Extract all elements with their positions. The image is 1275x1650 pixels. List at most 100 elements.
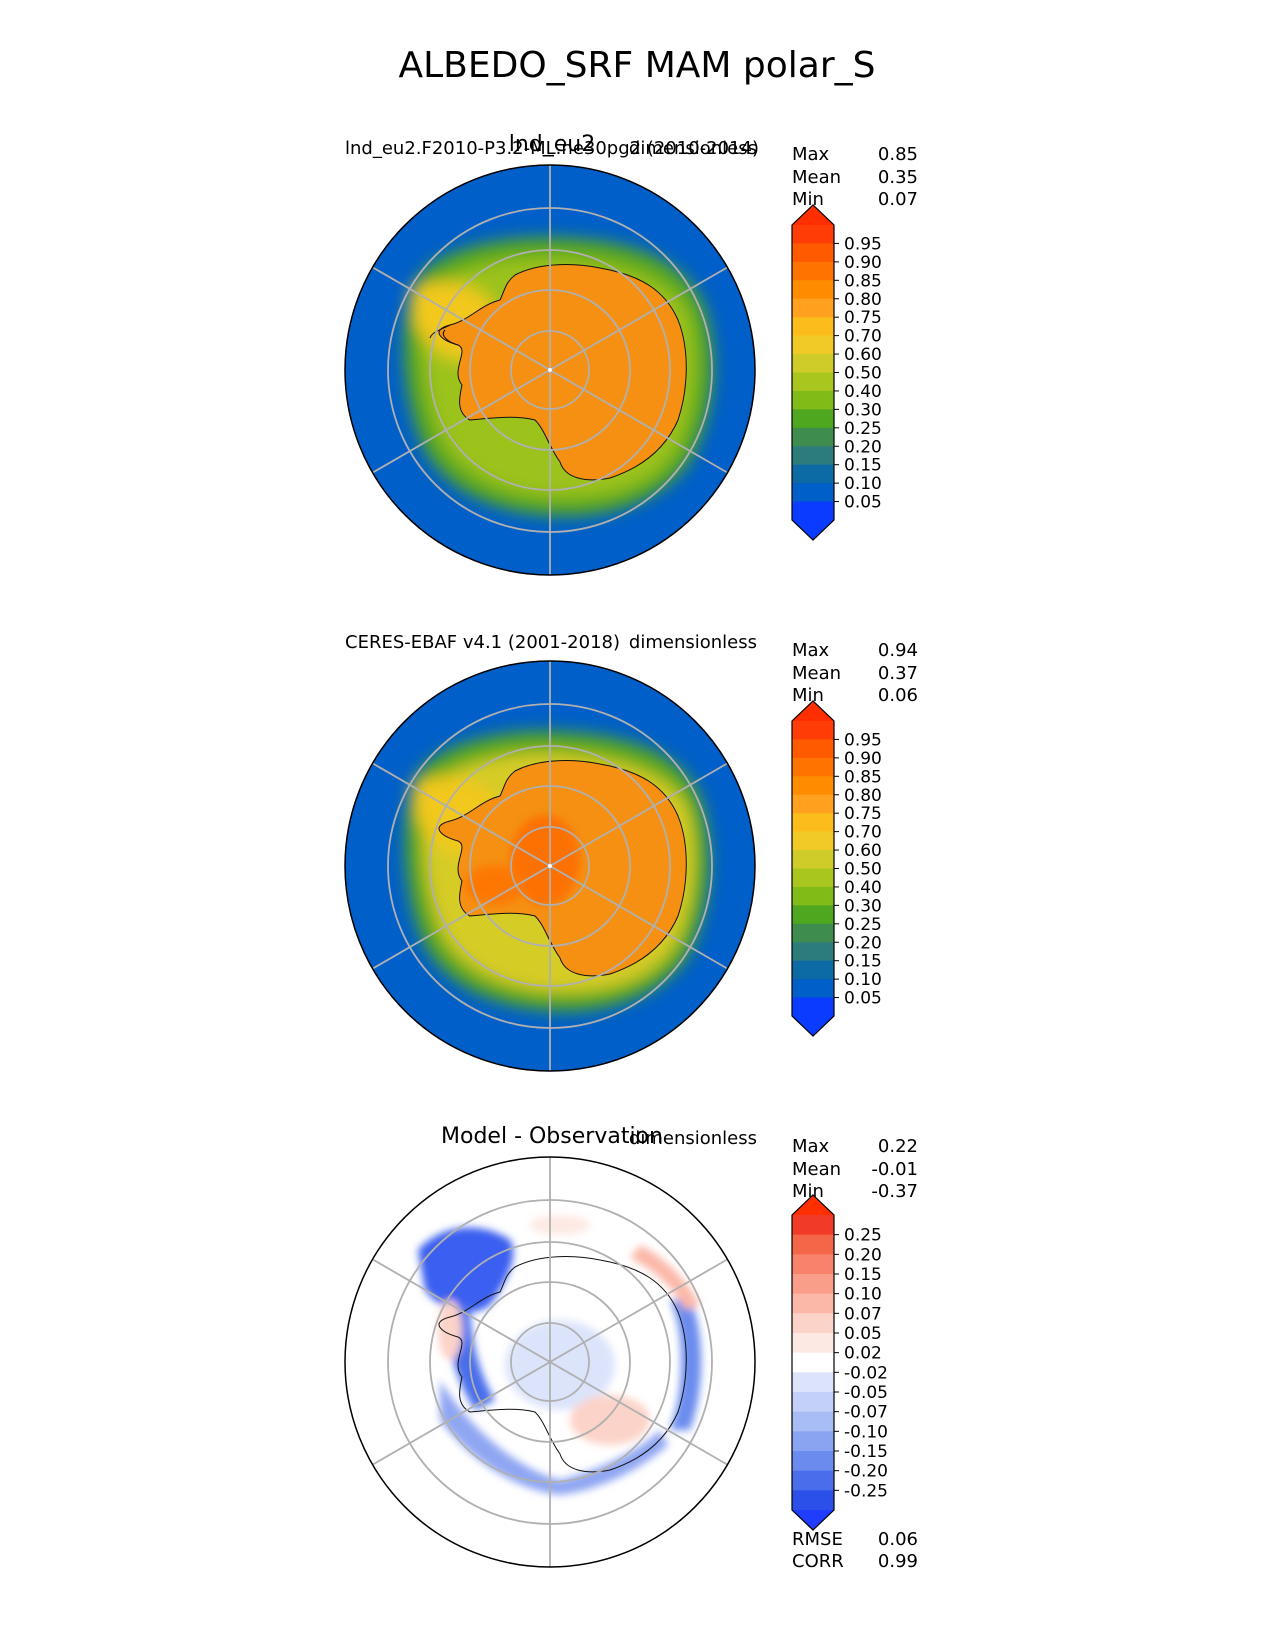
- colorbar-tick-label: -0.10: [844, 1422, 888, 1442]
- colorbar-bin: [792, 1470, 834, 1491]
- stat-mean-value: 0.37: [878, 663, 918, 684]
- colorbar-tick-label: 0.60: [844, 841, 882, 861]
- colorbar-bin: [792, 1274, 834, 1295]
- colorbar-tick-label: 0.20: [844, 933, 882, 953]
- map-border: [344, 164, 756, 576]
- colorbar-bin: [792, 1293, 834, 1314]
- colorbar-tick-label: 0.40: [844, 878, 882, 898]
- stat-mean-label: Mean: [792, 1159, 841, 1180]
- colorbar-bin: [792, 813, 834, 833]
- colorbar-tick-label: 0.30: [844, 896, 882, 916]
- colorbar-tick-label: 0.90: [844, 749, 882, 769]
- negative-anomaly-peninsula: [418, 1227, 514, 1313]
- coastline: [438, 264, 687, 481]
- colorbar-extend-bottom: [792, 1016, 834, 1036]
- colorbar-tick-label: 0.20: [844, 1245, 882, 1265]
- high-albedo-east: [465, 865, 525, 905]
- stat-max-label: Max: [792, 1136, 830, 1157]
- colorbar-bin: [792, 757, 834, 777]
- colorbar-diff: 0.250.200.150.100.070.050.02-0.02-0.05-0…: [791, 1194, 888, 1531]
- stat-mean-value: 0.35: [878, 167, 918, 188]
- stat-min-value: -0.37: [871, 1181, 918, 1202]
- colorbar-tick-label: -0.15: [844, 1442, 888, 1462]
- colorbar-bin: [792, 354, 834, 373]
- colorbar-bin: [792, 1254, 834, 1275]
- colorbar-bin: [792, 1333, 834, 1354]
- panel-right-title: dimensionless: [629, 632, 757, 653]
- metrics-box: RMSE 0.06 CORR 0.99: [792, 1529, 918, 1572]
- colorbar-tick-label: 0.07: [844, 1304, 882, 1324]
- colorbar-bin: [792, 261, 834, 281]
- stat-max-value: 0.85: [878, 144, 918, 165]
- colorbar-bin: [792, 1411, 834, 1432]
- colorbar-extend-top: [792, 1195, 834, 1215]
- colorbar-tick-label: 0.85: [844, 767, 882, 787]
- colorbar-tick-label: 0.95: [844, 730, 882, 750]
- colorbar-tick-label: 0.05: [844, 493, 882, 513]
- colorbar-bin: [792, 997, 834, 1017]
- colorbar-tick-label: -0.07: [844, 1403, 888, 1423]
- stat-min-value: 0.06: [878, 685, 918, 706]
- stat-mean-label: Mean: [792, 167, 841, 188]
- colorbar-tick-label: -0.02: [844, 1363, 888, 1383]
- colorbar-tick-label: 0.95: [844, 234, 882, 254]
- panel-center-title: lnd_eu2: [509, 132, 596, 157]
- stat-max-value: 0.22: [878, 1136, 918, 1157]
- panel-diff: Model - Observation dimensionless: [344, 1124, 918, 1572]
- stat-mean-label: Mean: [792, 663, 841, 684]
- colorbar-tick-label: 0.50: [844, 860, 882, 880]
- panel-left-title: lnd_eu2.F2010-P3.2-ML.ne30pg2 (2010-2014…: [345, 138, 759, 159]
- colorbar-tick-label: 0.15: [844, 456, 882, 476]
- colorbar-bin: [792, 739, 834, 759]
- colorbar-bin: [792, 831, 834, 851]
- map-diff: [345, 1157, 755, 1567]
- colorbar-bin: [792, 721, 834, 740]
- colorbar-bin: [792, 923, 834, 943]
- antarctica-land: [438, 264, 687, 480]
- pole-marker: [548, 864, 552, 868]
- colorbar-bin: [792, 372, 834, 392]
- figure-title: ALBEDO_SRF MAM polar_S: [399, 45, 876, 86]
- negative-anomaly-pole: [505, 1320, 615, 1410]
- colorbar-tick-label: 0.80: [844, 786, 882, 806]
- colorbar-bin: [792, 464, 834, 484]
- colorbar-tick-label: 0.10: [844, 1285, 882, 1305]
- negative-anomaly-east-coast: [670, 1300, 702, 1430]
- panel-reference: CERES-EBAF v4.1 (2001-2018) dimensionles…: [344, 632, 918, 1072]
- stat-max-label: Max: [792, 640, 830, 661]
- colorbar-tick-label: 0.25: [844, 1226, 882, 1246]
- map-reference: [345, 661, 755, 1071]
- colorbar-tick-label: 0.70: [844, 823, 882, 843]
- stats-box: Max 0.94 Mean 0.37 Min 0.06: [792, 640, 918, 706]
- colorbar-tick-label: 0.85: [844, 271, 882, 291]
- colorbar-extend-top: [792, 701, 834, 721]
- colorbar-tick-label: 0.75: [844, 804, 882, 824]
- colorbar-bin: [792, 850, 834, 869]
- colorbar-bin: [792, 1372, 834, 1393]
- map-border: [344, 1156, 756, 1568]
- colorbar-tick-label: 0.75: [844, 308, 882, 328]
- stat-max-value: 0.94: [878, 640, 918, 661]
- colorbar-bin: [792, 1313, 834, 1334]
- colorbar-tick-label: -0.20: [844, 1462, 888, 1482]
- coastline: [438, 1256, 687, 1473]
- colorbar-extend-top: [792, 205, 834, 225]
- panel-right-title: dimensionless: [629, 1128, 757, 1149]
- colorbar-extend-bottom: [792, 1510, 834, 1530]
- colorbar-bin: [792, 446, 834, 466]
- colorbar-bin: [792, 1431, 834, 1452]
- colorbar-tick-label: 0.15: [844, 952, 882, 972]
- colorbar-tick-label: -0.05: [844, 1383, 888, 1403]
- panel-left-title: CERES-EBAF v4.1 (2001-2018): [345, 632, 620, 653]
- colorbar-tick-label: 0.25: [844, 419, 882, 439]
- colorbar-bin: [792, 501, 834, 521]
- colorbar-bin: [792, 1234, 834, 1255]
- colorbar-bin: [792, 335, 834, 355]
- stat-min-label: Min: [792, 1181, 824, 1202]
- high-albedo-core: [510, 815, 580, 905]
- colorbar-bin: [792, 390, 834, 410]
- colorbar-bin: [792, 409, 834, 429]
- metric-rmse-value: 0.06: [878, 1529, 918, 1550]
- colorbar-bin: [792, 1352, 834, 1373]
